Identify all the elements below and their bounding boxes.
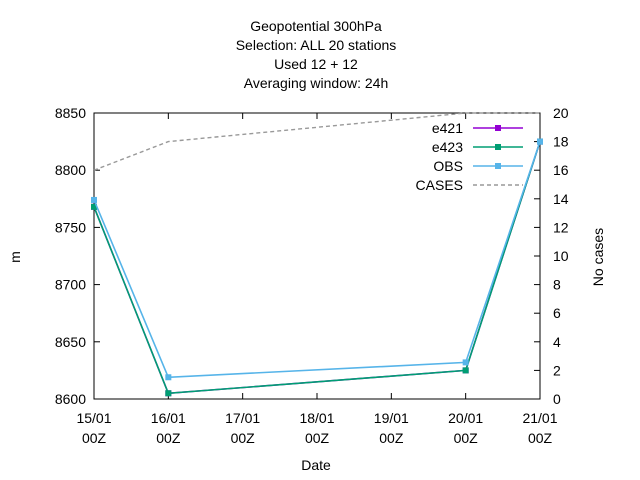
- y2-tick-label: 14: [553, 191, 569, 207]
- x-tick-sublabel: 00Z: [454, 430, 479, 446]
- point-e423: [462, 367, 469, 374]
- y2-tick-label: 6: [553, 305, 561, 321]
- y2-tick-label: 18: [553, 134, 569, 150]
- legend: e421 e423 OBS CASES: [416, 120, 523, 193]
- y2-tick-label: 12: [553, 219, 569, 235]
- y-tick-label: 8600: [55, 391, 86, 407]
- legend-marker: [495, 125, 501, 131]
- legend-marker: [495, 163, 501, 169]
- point-e423: [165, 390, 172, 397]
- title-line: Used 12 + 12: [274, 56, 358, 72]
- y2-tick-label: 20: [553, 105, 569, 121]
- x-tick-label: 19/01: [374, 410, 409, 426]
- point-obs: [537, 138, 543, 145]
- x-tick-label: 16/01: [151, 410, 186, 426]
- point-obs: [165, 374, 172, 381]
- series-layer: [91, 112, 543, 397]
- series-line-cases: [93, 112, 540, 171]
- y-tick-label: 8650: [55, 334, 86, 350]
- legend-label: OBS: [433, 158, 463, 174]
- series-line-obs: [93, 141, 541, 379]
- point-e423: [91, 203, 97, 210]
- legend-label: CASES: [416, 177, 463, 193]
- x-tick-label: 20/01: [448, 410, 483, 426]
- y-tick-label: 8750: [55, 219, 86, 235]
- y-tick-label: 8700: [55, 277, 86, 293]
- y-tick-label: 8800: [55, 162, 86, 178]
- title-line: Selection: ALL 20 stations: [236, 37, 397, 53]
- y2-tick-label: 16: [553, 162, 569, 178]
- y2-tick-label: 0: [553, 391, 561, 407]
- y-tick-label: 8850: [55, 105, 86, 121]
- x-tick-sublabel: 00Z: [231, 430, 256, 446]
- x-tick-sublabel: 00Z: [528, 430, 553, 446]
- x-tick-label: 21/01: [522, 410, 557, 426]
- axes: 8600 8650 8700 8750 8800 8850 0 2 4 6 8 10 12 14 16 18 2…: [55, 105, 569, 446]
- x-axis-label: Date: [301, 457, 331, 473]
- title-line: Averaging window: 24h: [244, 75, 389, 91]
- x-tick-sublabel: 00Z: [305, 430, 330, 446]
- x-tick-sublabel: 00Z: [156, 430, 181, 446]
- x-tick-label: 17/01: [225, 410, 260, 426]
- chart-title: Geopotential 300hPa Selection: ALL 20 sta…: [236, 18, 397, 91]
- y2-tick-label: 4: [553, 334, 561, 350]
- series-line-e423: [93, 141, 541, 395]
- x-tick-sublabel: 00Z: [379, 430, 404, 446]
- series-line-e421: [93, 141, 541, 395]
- y2-axis-label: No cases: [590, 228, 606, 286]
- title-line: Geopotential 300hPa: [250, 18, 382, 34]
- y-axis-label: m: [7, 251, 23, 263]
- y2-tick-label: 8: [553, 277, 561, 293]
- x-tick-label: 18/01: [299, 410, 334, 426]
- y2-tick-label: 10: [553, 248, 569, 264]
- x-tick-label: 15/01: [76, 410, 111, 426]
- legend-label: e421: [432, 120, 463, 136]
- x-tick-sublabel: 00Z: [82, 430, 107, 446]
- point-obs: [91, 196, 97, 203]
- legend-label: e423: [432, 139, 463, 155]
- legend-marker: [495, 144, 501, 150]
- plot-frame: [93, 112, 541, 400]
- y2-tick-label: 2: [553, 362, 561, 378]
- point-obs: [462, 359, 469, 366]
